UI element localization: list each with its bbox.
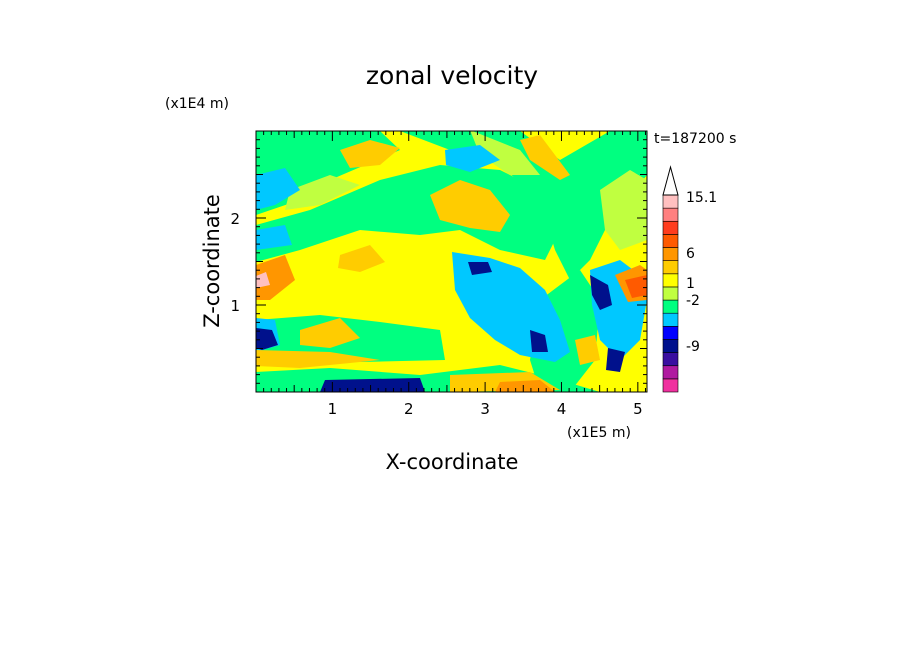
colorbar-swatch — [662, 378, 679, 393]
contour-band-blue — [590, 275, 612, 310]
colorbar-swatch — [662, 194, 679, 209]
x-tick-label: 3 — [480, 400, 490, 418]
colorbar-swatch — [662, 234, 679, 248]
y-tick-label: 2 — [230, 210, 240, 228]
chart-title: zonal velocity — [366, 61, 538, 90]
colorbar-swatch — [662, 207, 679, 222]
contour-band-light-green — [470, 131, 540, 175]
contour-band-red — [256, 255, 295, 300]
contour-band-red — [625, 275, 647, 298]
y-unit-label: (x1E4 m) — [165, 96, 229, 112]
contour-band-cyan — [256, 168, 300, 210]
colorbar-label: -2 — [686, 293, 700, 309]
contour-band-cyan — [445, 145, 500, 172]
contour-band-blue — [530, 330, 548, 352]
plot-frame: 1 2 3 4 5 1 2 — [230, 130, 648, 418]
colorbar-swatch — [662, 352, 679, 367]
contour-band-orange — [300, 318, 360, 348]
colorbar-swatch — [662, 299, 679, 314]
contour-band-orange — [575, 335, 600, 365]
colorbar-swatch — [662, 326, 679, 340]
contour-band-blue — [606, 348, 625, 372]
colorbar-overflow-arrow — [662, 165, 679, 196]
contour-band-cyan — [256, 225, 292, 250]
contour-band-blue — [320, 378, 425, 392]
contour-band-blue — [468, 262, 492, 275]
y-axis-title: Z-coordinate — [200, 194, 224, 328]
colorbar-swatch — [662, 312, 679, 327]
contour-band-orange — [520, 135, 570, 180]
contour-band-orange — [430, 180, 510, 232]
contour-band-orange — [256, 350, 380, 368]
contour-band-green — [400, 131, 647, 280]
contour-band-light-green — [600, 170, 647, 250]
colorbar-swatch — [662, 339, 679, 353]
colorbar-swatch — [662, 260, 679, 275]
colorbar-swatch — [662, 220, 679, 235]
colorbar: 15.1 6 1-2 -9 — [662, 165, 717, 393]
contour-band-red — [495, 380, 555, 392]
time-label: t=187200 s — [654, 131, 736, 147]
contour-field — [256, 131, 647, 392]
y-tick-label: 1 — [230, 297, 240, 315]
colorbar-swatch — [662, 273, 679, 288]
x-tick-label: 1 — [328, 400, 338, 418]
colorbar-swatch — [662, 286, 679, 301]
x-tick-label: 4 — [557, 400, 567, 418]
contour-band-orange — [338, 245, 385, 272]
colorbar-label: 6 — [686, 246, 695, 262]
contour-band-blue — [256, 328, 278, 350]
x-axis-title: X-coordinate — [386, 450, 519, 474]
colorbar-label: 1 — [686, 276, 695, 292]
contour-band-light-green — [285, 175, 360, 210]
x-tick-label: 2 — [404, 400, 414, 418]
x-tick-label: 5 — [633, 400, 643, 418]
colorbar-swatch — [662, 365, 679, 380]
colorbar-label: 15.1 — [686, 190, 717, 206]
x-unit-label: (x1E5 m) — [567, 425, 631, 441]
colorbar-swatch — [662, 247, 679, 261]
contour-band-orange — [340, 140, 400, 168]
colorbar-label: -9 — [686, 339, 700, 355]
contour-band-pink — [256, 272, 270, 288]
